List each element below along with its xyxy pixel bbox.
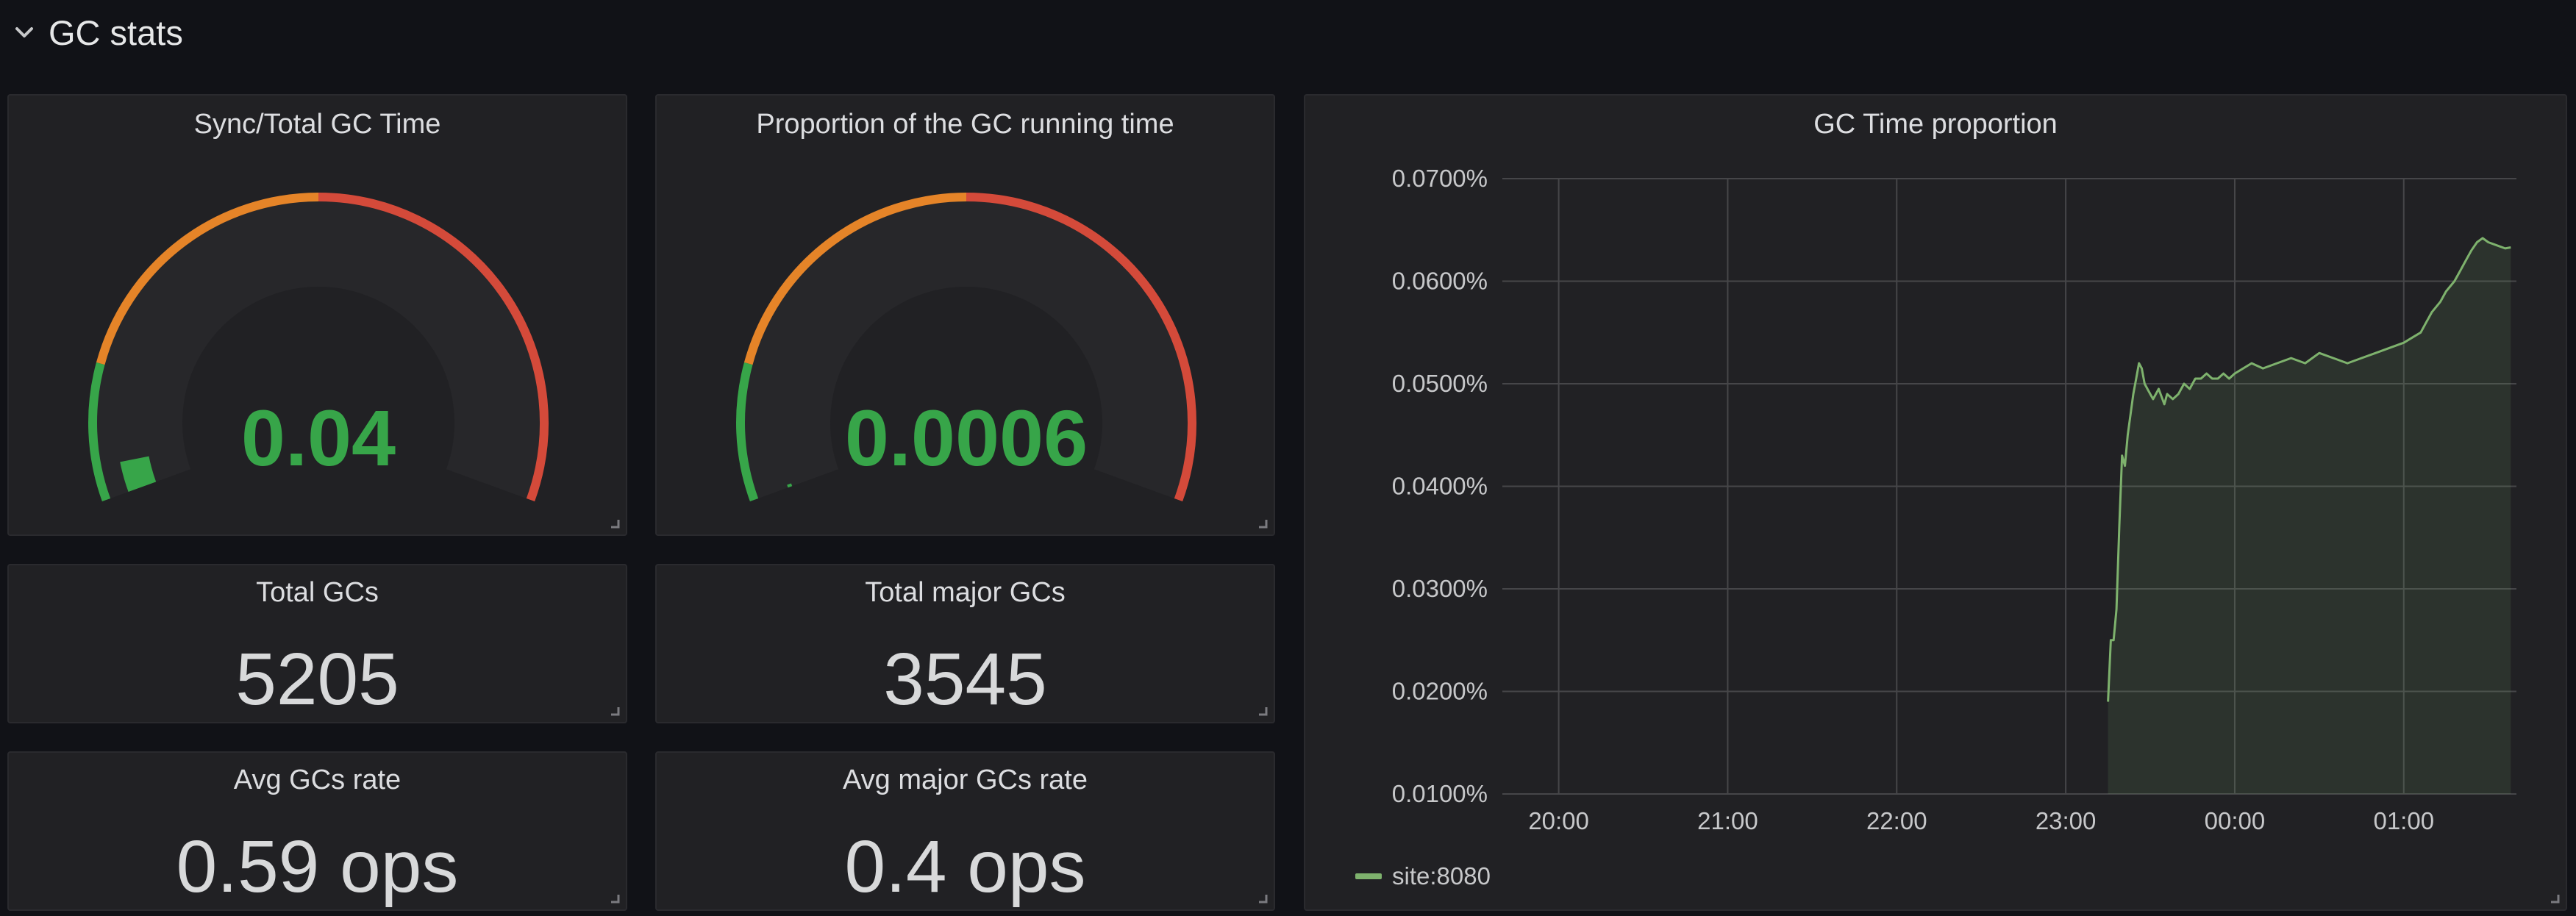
panel-title[interactable]: Sync/Total GC Time (193, 109, 441, 140)
panel-title[interactable]: Avg GCs rate (233, 765, 402, 795)
row-header-gc-stats[interactable]: GC stats (13, 6, 183, 59)
resize-handle-icon[interactable] (610, 518, 620, 529)
gauge-value-fill (120, 456, 157, 493)
time-series-chart[interactable]: 0.0100% 0.0200% 0.0300% 0.0400% 0.0500% 0.060… (1305, 96, 2569, 912)
panel-title[interactable]: Avg major GCs rate (843, 765, 1088, 795)
chevron-down-icon[interactable] (13, 21, 35, 43)
y-tick-label: 0.0200% (1392, 678, 1488, 705)
y-tick-label: 0.0300% (1392, 575, 1488, 602)
legend[interactable]: site:8080 (1355, 862, 1491, 890)
gauge-value-fill (787, 483, 793, 488)
stat-panel-total-gcs[interactable]: Total GCs 5205 (7, 564, 627, 723)
x-tick-label: 23:00 (2036, 807, 2097, 834)
y-tick-label: 0.0500% (1392, 370, 1488, 397)
row-title: GC stats (49, 12, 183, 52)
stat-panel-avg-major-gcs-rate[interactable]: Avg major GCs rate 0.4 ops (655, 751, 1275, 911)
stat-panel-total-major-gcs[interactable]: Total major GCs 3545 (655, 564, 1275, 723)
gauge-threshold-green (88, 362, 111, 502)
y-tick-label: 0.0400% (1392, 473, 1488, 500)
resize-handle-icon[interactable] (2550, 893, 2560, 904)
stat-value: 5205 (235, 638, 399, 720)
panel-title[interactable]: GC Time proportion (1813, 109, 2058, 140)
gauge-value: 0.04 (241, 393, 396, 482)
x-tick-label: 20:00 (1528, 807, 1589, 834)
gauge-chart: 0.0006 (736, 193, 1196, 502)
x-tick-label: 22:00 (1866, 807, 1927, 834)
stat-value: 0.4 ops (844, 826, 1086, 908)
gauge-value: 0.0006 (845, 393, 1088, 482)
y-tick-label: 0.0700% (1392, 165, 1488, 192)
resize-handle-icon[interactable] (610, 706, 620, 716)
gauge-threshold-green (736, 362, 759, 502)
gauge-threshold-orange (96, 193, 319, 365)
panel-title[interactable]: Proportion of the GC running time (756, 109, 1174, 140)
x-tick-label: 01:00 (2373, 807, 2434, 834)
series-line (2107, 237, 2511, 702)
gauge-threshold-orange (743, 193, 967, 365)
resize-handle-icon[interactable] (1257, 518, 1268, 529)
stat-value: 3545 (883, 638, 1047, 720)
series-area (2108, 237, 2511, 794)
panel-title[interactable]: Total GCs (256, 577, 379, 608)
legend-label[interactable]: site:8080 (1392, 862, 1491, 890)
resize-handle-icon[interactable] (610, 893, 620, 904)
y-tick-label: 0.0600% (1392, 268, 1488, 295)
gauge-threshold-red (966, 193, 1196, 502)
gauge-threshold-red (318, 193, 549, 502)
x-tick-label: 00:00 (2205, 807, 2266, 834)
gauge-background (742, 198, 1191, 500)
gauge-background (94, 198, 543, 500)
graph-panel-gc-time-proportion[interactable]: GC Time proportion 0.0100% 0.0200% 0.0300%… (1304, 94, 2567, 911)
resize-handle-icon[interactable] (1257, 706, 1268, 716)
resize-handle-icon[interactable] (1257, 893, 1268, 904)
x-tick-label: 21:00 (1697, 807, 1758, 834)
stat-panel-avg-gcs-rate[interactable]: Avg GCs rate 0.59 ops (7, 751, 627, 911)
legend-swatch-icon (1355, 873, 1382, 879)
gauge-chart: 0.04 (88, 193, 549, 502)
panel-title[interactable]: Total major GCs (865, 577, 1066, 608)
stat-value: 0.59 ops (176, 826, 459, 908)
gauge-panel-sync-total-gc-time[interactable]: Sync/Total GC Time 0.04 (7, 94, 627, 536)
gauge-panel-proportion-gc-running-time[interactable]: Proportion of the GC running time 0.0006 (655, 94, 1275, 536)
y-tick-label: 0.0100% (1392, 780, 1488, 807)
